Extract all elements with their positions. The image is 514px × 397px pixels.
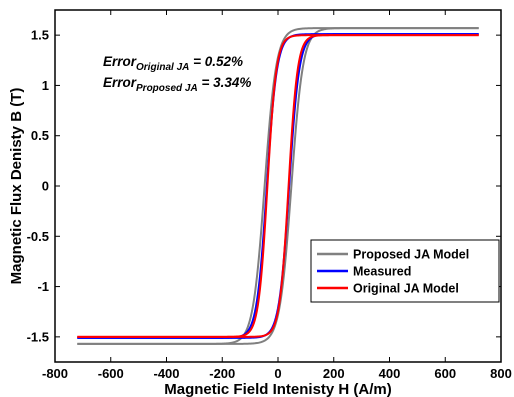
error-annotation: ErrorProposed JA = 3.34%: [103, 75, 251, 94]
x-tick-label: -600: [98, 366, 124, 381]
y-tick-label: -1.5: [27, 329, 49, 344]
legend-entry: Measured: [353, 265, 411, 279]
axis-ticks: [54, 10, 502, 362]
x-tick-label: 200: [323, 366, 345, 381]
x-tick-label: -800: [42, 366, 68, 381]
y-tick-label: 0.5: [31, 128, 49, 143]
error-annotations: ErrorOriginal JA = 0.52% ErrorProposed JA…: [103, 54, 251, 94]
plot-curves: [77, 27, 479, 345]
x-axis-label: Magnetic Field Intenisty H (A/m): [164, 381, 392, 397]
tick-labels: -800 -600 -400 -200 0 200 400 600 800 -1.5 -1 -0.5 0…: [27, 28, 512, 381]
x-tick-label: -200: [209, 366, 235, 381]
x-tick-label: -400: [153, 366, 179, 381]
legend-entry: Original JA Model: [353, 282, 459, 296]
y-tick-label: 0: [42, 179, 49, 194]
x-tick-label: 800: [490, 366, 512, 381]
legend-entry: Proposed JA Model: [353, 248, 469, 262]
x-tick-label: 0: [274, 366, 281, 381]
x-tick-label: 400: [379, 366, 401, 381]
y-tick-label: -1: [37, 279, 49, 294]
legend: Proposed JA Model Measured Original JA Mod…: [310, 239, 500, 303]
y-axis-label: Magnetic Flux Denisty B (T): [8, 88, 25, 285]
y-tick-label: 1.5: [31, 28, 49, 43]
series-descending-branch-2: [77, 34, 479, 338]
error-annotation: ErrorOriginal JA = 0.52%: [103, 54, 243, 73]
x-tick-label: 600: [434, 366, 456, 381]
y-tick-label: -0.5: [27, 229, 49, 244]
y-tick-label: 1: [42, 78, 49, 93]
